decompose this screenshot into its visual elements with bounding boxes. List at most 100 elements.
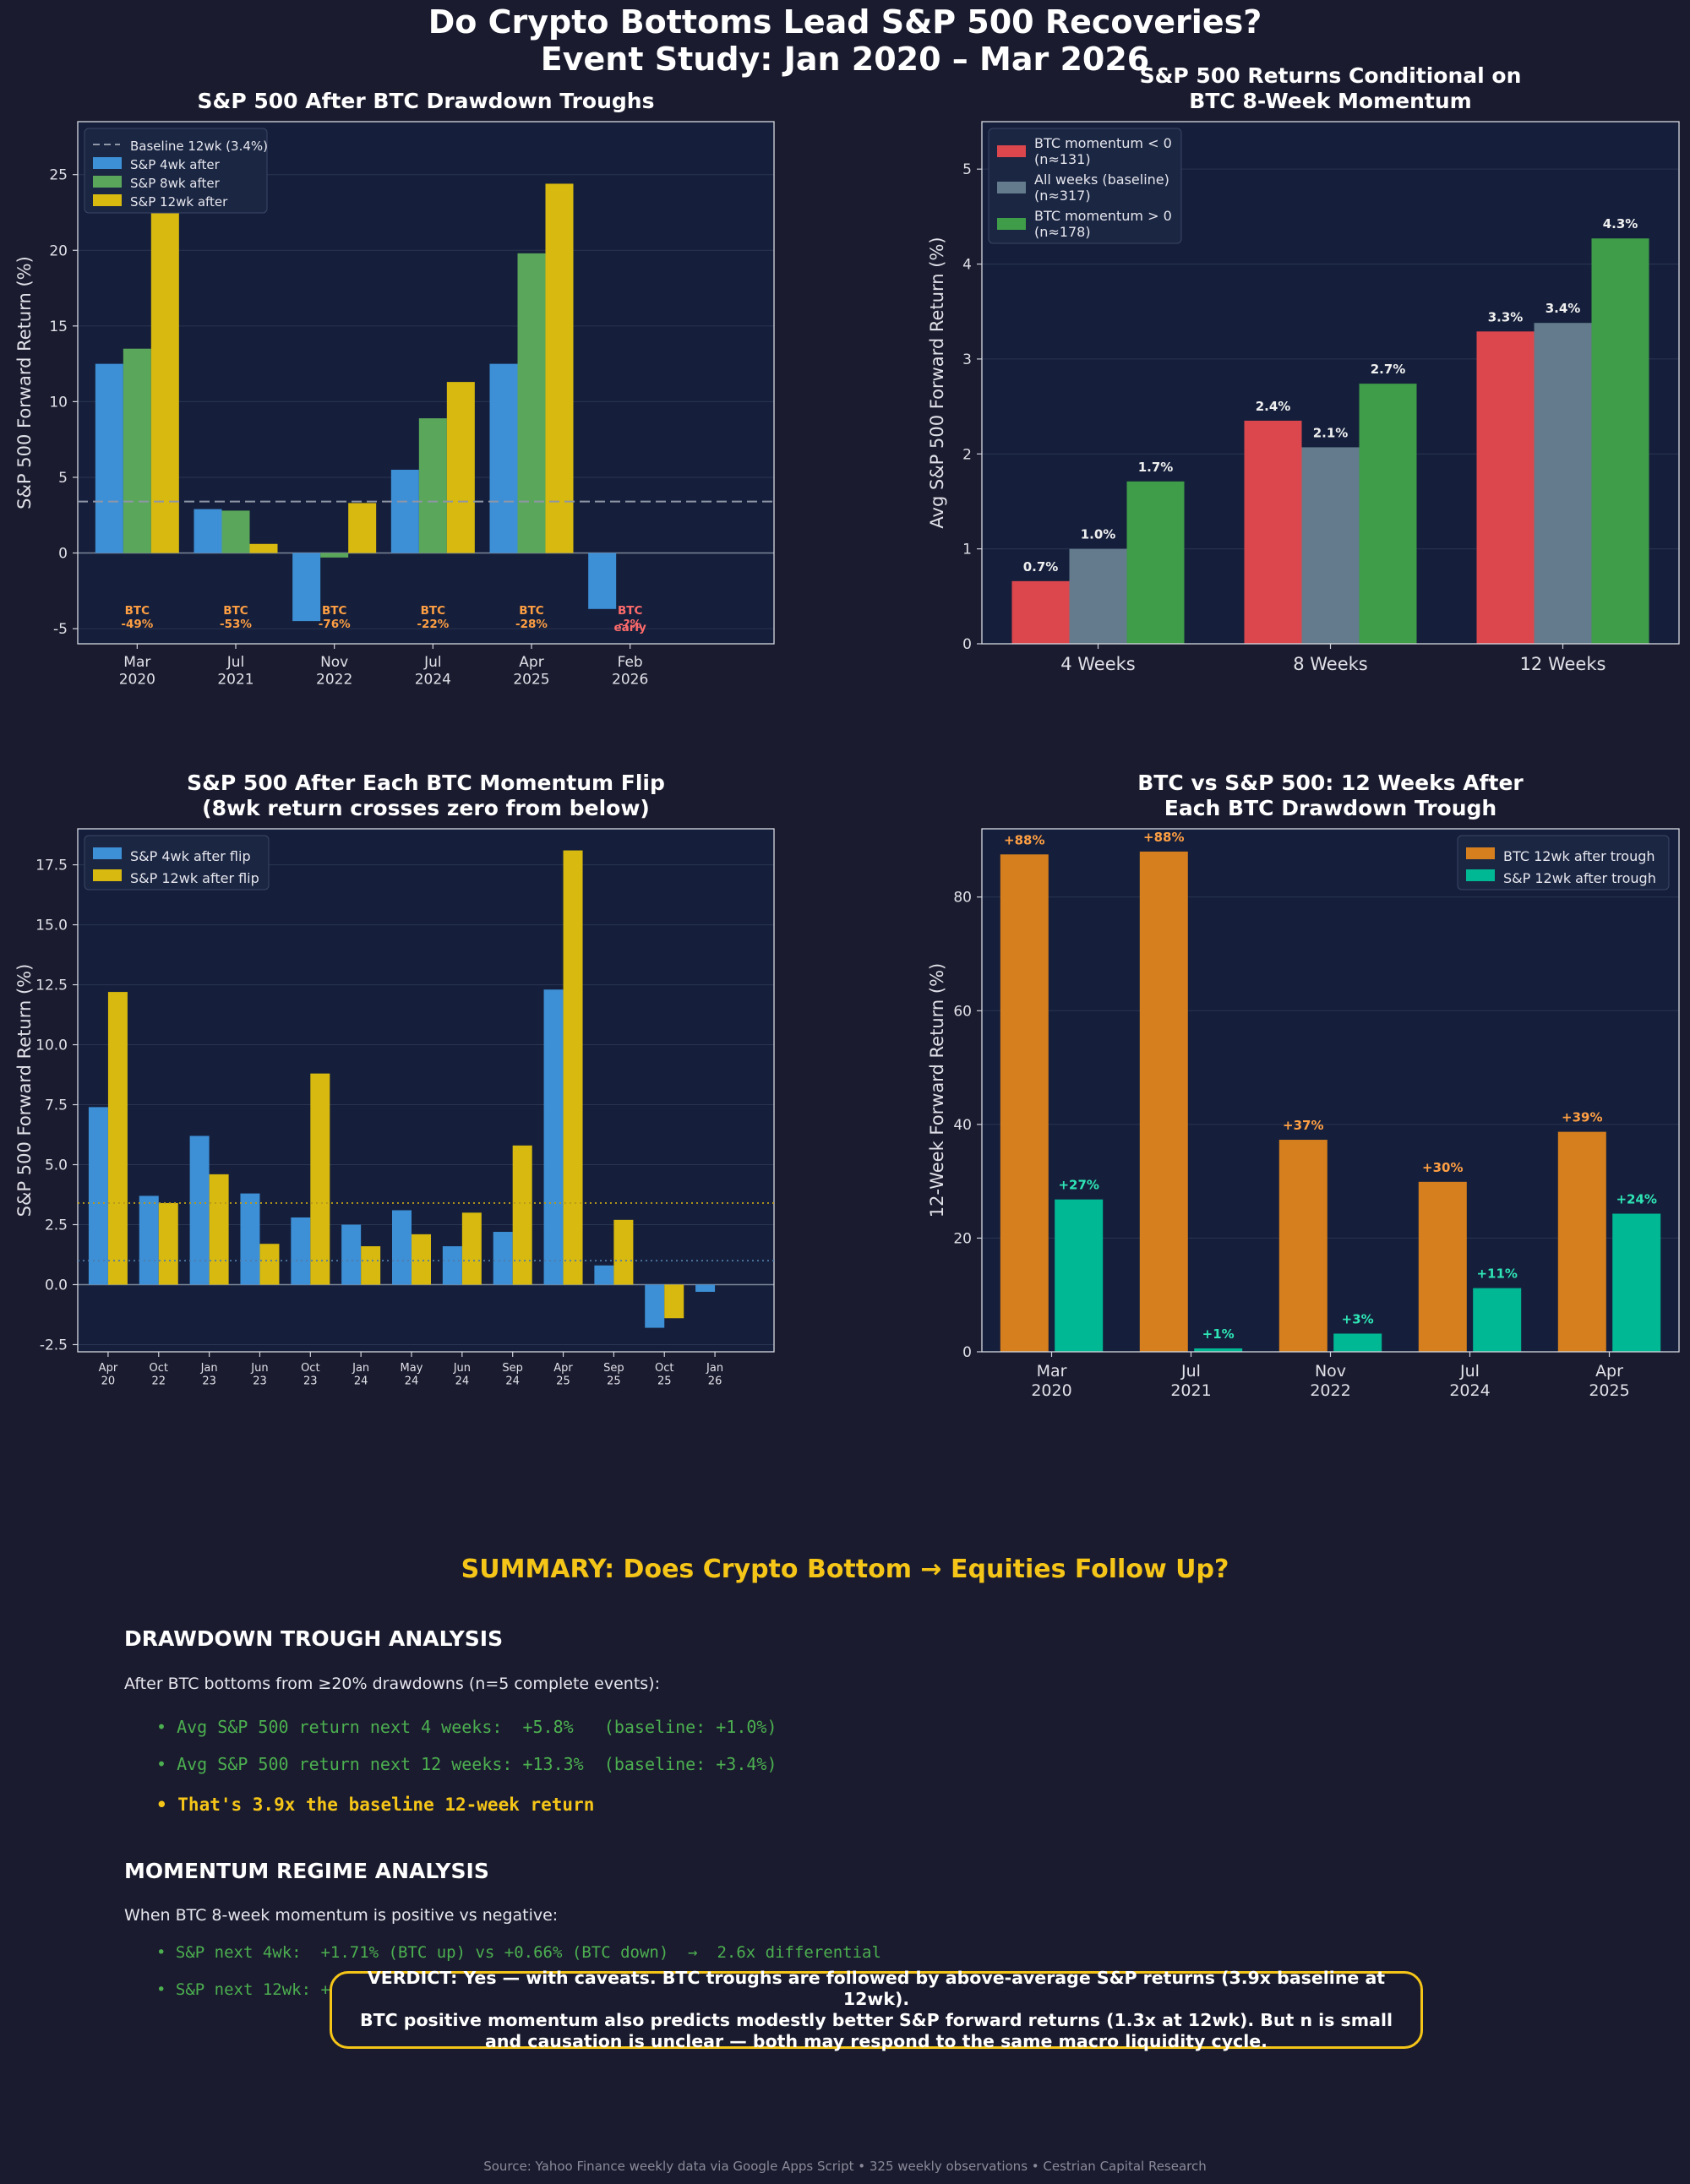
legend-label: BTC momentum < 0 (n≈131) xyxy=(1034,135,1172,167)
y-tick-label: -2.5 xyxy=(40,1337,68,1353)
y-tick-label: 2 xyxy=(962,446,972,463)
drawdown-bullet-multiple: • That's 3.9x the baseline 12-week retur… xyxy=(156,1795,595,1815)
x-tick-label: Sep 25 xyxy=(603,1362,624,1388)
legend-swatch xyxy=(93,176,122,188)
x-tick-label: Feb 2026 xyxy=(612,654,648,688)
legend-swatch xyxy=(1466,869,1495,881)
x-tick-label: Apr 25 xyxy=(553,1362,573,1388)
flip-svg: -2.5 0.0 2.5 5.0 7.5 10.0 12.5 15.0 17.5 Apr 20 Oct… xyxy=(14,771,775,1388)
momentum-bar xyxy=(1591,238,1649,644)
x-tick-label: Jun 23 xyxy=(250,1362,268,1388)
axes-frame xyxy=(77,828,775,1353)
x-tick-label: Oct 22 xyxy=(150,1362,168,1388)
drawdown-title: S&P 500 After BTC Drawdown Troughs xyxy=(198,89,655,113)
verdict-line2: BTC positive momentum also predicts mode… xyxy=(359,2010,1393,2030)
btc_vs_spx-bar xyxy=(1055,1199,1104,1352)
flip-bar xyxy=(158,1202,178,1285)
btc_vs_spx-bar xyxy=(1139,851,1188,1352)
drawdown-bar xyxy=(123,348,151,553)
bar-data-label: +27% xyxy=(1058,1178,1098,1193)
btc_vs_spx-bar xyxy=(1333,1333,1382,1352)
btc_vs_spx-title: BTC vs S&P 500: 12 Weeks After Each BTC D… xyxy=(1137,771,1524,820)
legend-label: S&P 12wk after trough xyxy=(1503,870,1656,886)
btc_vs_spx-bar xyxy=(1000,854,1049,1352)
legend-box xyxy=(84,128,268,214)
momentum-chart-panel: 0 1 2 3 4 5 0.7% 2.4% 3.3% 1.0% 2.1% 3.4% 1.7% 2.7% 4.… xyxy=(927,63,1680,674)
flip-bar xyxy=(240,1193,260,1285)
y-axis-label: S&P 500 Forward Return (%) xyxy=(14,964,35,1217)
drawdown-bullet-4wk: • Avg S&P 500 return next 4 weeks: +5.8%… xyxy=(156,1717,777,1737)
drawdown-bar xyxy=(320,553,349,558)
bar-data-label: +11% xyxy=(1476,1266,1517,1282)
y-tick-label: 1 xyxy=(962,542,972,558)
legend-label: S&P 8wk after xyxy=(130,176,221,191)
y-tick-label: 15.0 xyxy=(35,918,68,934)
btc_vs_spx-bar xyxy=(1194,1348,1243,1352)
drawdown-bar xyxy=(588,553,617,609)
legend-swatch xyxy=(1466,847,1495,859)
legend-box xyxy=(1457,835,1670,890)
legend-box xyxy=(84,835,270,890)
y-tick-label: 15 xyxy=(49,319,68,335)
flip-bar xyxy=(341,1224,362,1285)
legend-swatch xyxy=(997,145,1026,157)
bar-data-label: +1% xyxy=(1202,1326,1235,1342)
flip-bar xyxy=(613,1219,634,1285)
x-tick-label: Apr 20 xyxy=(99,1362,118,1388)
x-tick-label: Jan 24 xyxy=(352,1362,369,1388)
legend-swatch xyxy=(93,869,122,881)
drawdown-bar xyxy=(249,543,278,553)
y-tick-label: 5.0 xyxy=(45,1157,68,1174)
bar-data-label: 0.7% xyxy=(1023,559,1059,575)
figure-title: Do Crypto Bottoms Lead S&P 500 Recoverie… xyxy=(0,3,1690,78)
flip-bar xyxy=(107,992,128,1285)
bar-data-label: +37% xyxy=(1283,1118,1323,1133)
x-tick-label: Mar 2020 xyxy=(119,654,155,688)
y-tick-label: 20 xyxy=(953,1230,972,1247)
flip-title: S&P 500 After Each BTC Momentum Flip (8wk… xyxy=(187,771,665,820)
momentum-bar xyxy=(1069,548,1127,644)
x-tick-label: Mar 2020 xyxy=(1031,1362,1071,1400)
momentum-bar xyxy=(1244,420,1302,644)
y-tick-label: 10.0 xyxy=(35,1038,68,1054)
x-tick-label: Jan 26 xyxy=(706,1362,723,1388)
flip-bar xyxy=(291,1217,311,1285)
verdict-line1: VERDICT: Yes — with caveats. BTC troughs… xyxy=(367,1968,1386,2009)
drawdown-bar xyxy=(348,503,377,553)
drawdown-bar xyxy=(95,363,123,553)
bar-data-label: 2.1% xyxy=(1313,425,1349,440)
btc-vs-spx-chart-panel: 0 20 40 60 80 +88% +88% +37% +30% +39% +27% +1% +3% +… xyxy=(927,771,1680,1400)
drawdown-bar xyxy=(390,470,419,553)
drawdown-bar xyxy=(292,553,321,622)
bar-data-label: +3% xyxy=(1342,1311,1374,1326)
btc-drawdown-annotation: BTC -76% xyxy=(319,604,351,631)
momentum-bar xyxy=(1476,331,1535,644)
flip-bar xyxy=(695,1284,716,1293)
y-tick-label: 0 xyxy=(962,636,972,653)
x-tick-label: Apr 2025 xyxy=(513,654,549,688)
legend-label: S&P 4wk after flip xyxy=(130,848,251,864)
legend-label: Baseline 12wk (3.4%) xyxy=(130,139,268,154)
x-tick-label: Jul 2021 xyxy=(217,654,254,688)
btc_vs_spx-svg: 0 20 40 60 80 +88% +88% +37% +30% +39% +27% +1% +3% +… xyxy=(927,771,1680,1400)
y-tick-label: 80 xyxy=(953,890,972,907)
y-tick-label: 4 xyxy=(962,257,972,274)
flip-bar xyxy=(664,1284,684,1319)
flip-bar xyxy=(563,850,583,1285)
legend-label: BTC 12wk after trough xyxy=(1503,848,1655,864)
bar-data-label: +24% xyxy=(1616,1192,1656,1207)
y-tick-label: -5 xyxy=(53,621,68,638)
y-tick-label: 0 xyxy=(962,1344,972,1361)
y-tick-label: 40 xyxy=(953,1117,972,1134)
x-tick-label: Jul 2024 xyxy=(415,654,451,688)
btc-drawdown-annotation: early xyxy=(613,621,646,635)
flip-chart-panel: -2.5 0.0 2.5 5.0 7.5 10.0 12.5 15.0 17.5 Apr 20 Oct… xyxy=(14,771,775,1388)
x-tick-label: 4 Weeks xyxy=(1060,654,1136,674)
legend-swatch xyxy=(93,194,122,206)
drawdown-bar xyxy=(545,183,574,553)
btc_vs_spx-bar xyxy=(1418,1181,1467,1352)
x-tick-label: Jan 23 xyxy=(200,1362,218,1388)
flip-bar xyxy=(392,1210,412,1285)
bar-data-label: +30% xyxy=(1422,1160,1463,1175)
flip-bar xyxy=(189,1136,210,1285)
